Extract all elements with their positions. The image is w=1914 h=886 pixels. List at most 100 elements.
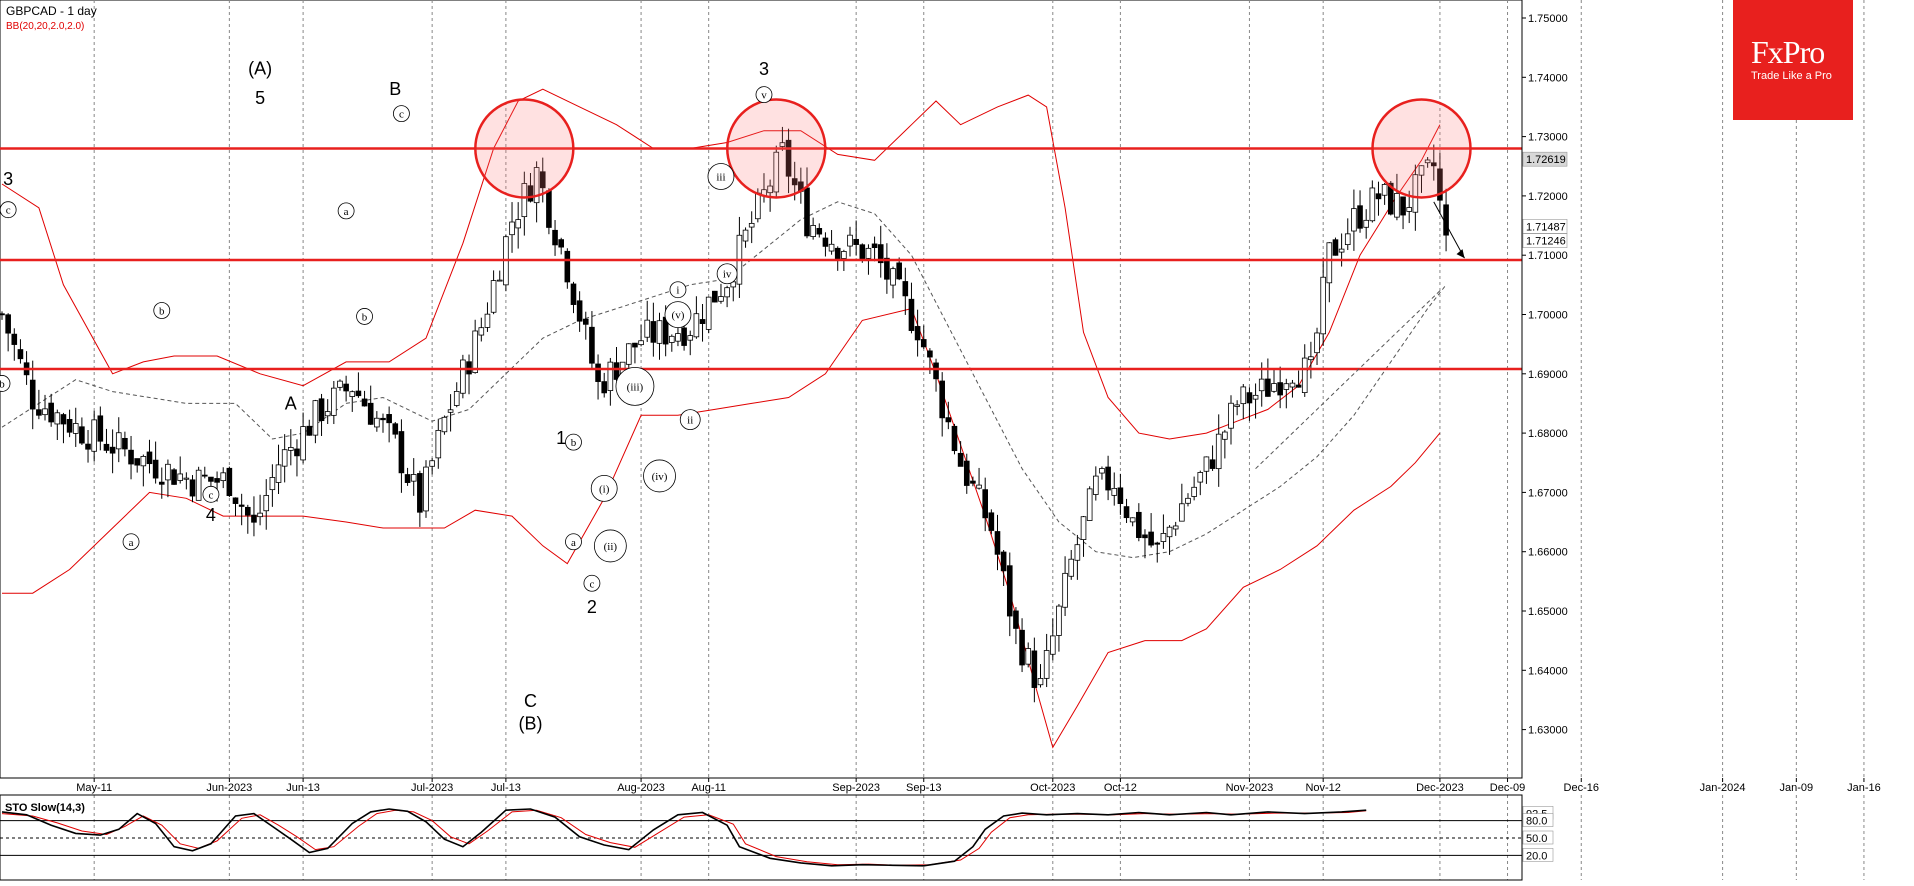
wave-label: 3 bbox=[3, 169, 13, 189]
candle-body bbox=[656, 320, 663, 344]
candle-body bbox=[607, 361, 614, 391]
candle-body bbox=[1246, 392, 1253, 404]
candle-body bbox=[546, 190, 552, 228]
candle-body bbox=[908, 298, 915, 331]
projection-arrowhead bbox=[1456, 249, 1465, 259]
wave-label: v bbox=[761, 90, 767, 102]
candle-body bbox=[214, 478, 220, 483]
wave-label: a bbox=[571, 537, 576, 549]
candle-body bbox=[1369, 187, 1376, 222]
trendline bbox=[1255, 290, 1441, 470]
wave-label: c bbox=[6, 205, 11, 217]
candle-body bbox=[1277, 382, 1283, 396]
candle-body bbox=[847, 234, 853, 247]
wave-label: (iii) bbox=[627, 381, 644, 393]
candle-body bbox=[755, 192, 761, 220]
candle-body bbox=[1240, 386, 1247, 405]
candle-body bbox=[810, 225, 816, 237]
candle-body bbox=[1283, 383, 1290, 390]
price-tag: 1.71246 bbox=[1526, 236, 1566, 248]
candle-body bbox=[177, 473, 184, 481]
candle-body bbox=[1000, 551, 1007, 572]
wave-label: A bbox=[285, 393, 297, 413]
wave-label-circle bbox=[679, 409, 701, 431]
support-resistance-levels bbox=[0, 147, 1522, 470]
stochastic-level-label: 50.0 bbox=[1526, 833, 1547, 845]
candle-body bbox=[1406, 207, 1413, 212]
wave-label: b bbox=[362, 311, 368, 323]
candle-body bbox=[1394, 193, 1400, 218]
candle-body bbox=[1437, 168, 1443, 201]
candle-body bbox=[564, 250, 571, 283]
candle-body bbox=[1160, 533, 1167, 542]
candle-body bbox=[288, 447, 294, 451]
candle-body bbox=[828, 243, 835, 252]
candle-body bbox=[337, 380, 343, 388]
wave-label: b bbox=[0, 378, 5, 390]
candle-body bbox=[539, 171, 546, 189]
candle-body bbox=[1258, 378, 1265, 392]
candle-body bbox=[1418, 165, 1425, 176]
candle-body bbox=[939, 380, 945, 419]
candle-body bbox=[324, 411, 331, 417]
candle-body bbox=[681, 327, 687, 346]
bollinger-upper bbox=[1, 88, 1441, 440]
candle-body bbox=[1117, 487, 1124, 505]
wave-label: a bbox=[129, 537, 134, 549]
x-tick-label: Nov-12 bbox=[1305, 782, 1340, 794]
x-tick-label: Nov-2023 bbox=[1226, 782, 1274, 794]
stochastic-panel: 92.580.050.020.0 bbox=[0, 794, 1554, 881]
candle-body bbox=[1136, 511, 1142, 538]
candle-body bbox=[693, 313, 700, 338]
x-tick-label: Jul-13 bbox=[491, 782, 521, 794]
candle-body bbox=[42, 408, 48, 416]
wave-label: 4 bbox=[206, 505, 216, 525]
candle-body bbox=[1357, 205, 1363, 229]
stochastic-frame bbox=[0, 794, 1523, 881]
candle-body bbox=[625, 343, 632, 365]
candle-body bbox=[1172, 525, 1179, 530]
stochastic-level-box bbox=[1522, 830, 1554, 845]
candle-body bbox=[1006, 565, 1013, 617]
candle-body bbox=[1314, 332, 1320, 354]
candle-body bbox=[66, 419, 73, 433]
candle-body bbox=[54, 412, 61, 425]
candle-body bbox=[613, 362, 620, 380]
x-tick-label: Jan-09 bbox=[1780, 782, 1814, 794]
y-tick-label: 1.75000 bbox=[1528, 13, 1568, 25]
wave-label: c bbox=[589, 578, 594, 590]
candle-body bbox=[644, 319, 651, 338]
candle-body bbox=[1234, 404, 1240, 407]
candle-body bbox=[1025, 648, 1032, 665]
wave-label-circle bbox=[590, 474, 618, 502]
wave-label-circle bbox=[0, 201, 17, 219]
candle-body bbox=[300, 426, 306, 461]
candle-body bbox=[834, 247, 841, 260]
candle-body bbox=[521, 183, 528, 218]
candle-body bbox=[417, 473, 423, 513]
candle-body bbox=[355, 390, 362, 397]
candle-body bbox=[79, 426, 85, 444]
x-tick-label: Dec-2023 bbox=[1416, 782, 1464, 794]
logo-tagline: Trade Like a Pro bbox=[1751, 70, 1832, 82]
candle-body bbox=[632, 342, 638, 348]
candle-body bbox=[134, 458, 140, 466]
candle-body bbox=[472, 330, 478, 374]
candle-body bbox=[533, 167, 540, 204]
candle-body bbox=[841, 251, 847, 259]
candle-body bbox=[91, 419, 97, 452]
candle-body bbox=[263, 495, 270, 512]
candle-body bbox=[1043, 650, 1050, 679]
candle-body bbox=[1301, 357, 1308, 393]
candle-body bbox=[1056, 605, 1062, 636]
candle-body bbox=[1430, 162, 1437, 167]
candle-body bbox=[1320, 276, 1326, 335]
candle-body bbox=[675, 333, 681, 342]
candle-body bbox=[72, 423, 79, 434]
candle-body bbox=[97, 415, 104, 442]
wave-label-circle bbox=[0, 375, 11, 392]
candle-body bbox=[902, 281, 909, 297]
axes: 1.63000 1.64000 1.65000 1.66000 1.67000 1.680… bbox=[76, 0, 1881, 794]
wave-label: iv bbox=[723, 269, 732, 281]
candle-body bbox=[1154, 542, 1161, 545]
